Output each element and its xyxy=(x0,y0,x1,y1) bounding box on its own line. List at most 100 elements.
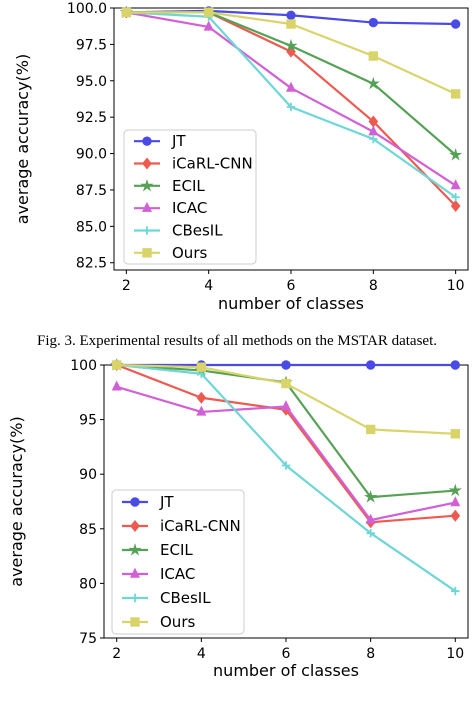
legend-marker xyxy=(141,201,153,212)
y-tick-label: 95.0 xyxy=(76,74,107,90)
data-point xyxy=(450,89,461,99)
legend-label: Ours xyxy=(160,613,195,631)
data-point xyxy=(121,7,132,18)
legend-marker xyxy=(142,226,152,235)
figure-caption: Fig. 3. Experimental results of all meth… xyxy=(37,333,437,349)
y-tick-label: 100 xyxy=(70,358,97,374)
y-tick-label: 95 xyxy=(79,413,97,429)
data-point xyxy=(369,134,378,144)
x-tick-label: 4 xyxy=(204,278,213,294)
data-point xyxy=(203,20,214,31)
series-icac xyxy=(111,380,461,524)
data-point xyxy=(280,400,292,411)
data-point xyxy=(450,19,461,29)
legend-label: JT xyxy=(171,132,186,150)
data-point xyxy=(286,10,296,20)
x-tick-label: 2 xyxy=(122,278,131,294)
data-point xyxy=(368,17,379,28)
x-axis-label: number of classes xyxy=(218,294,364,313)
legend-marker xyxy=(129,567,141,578)
y-tick-label: 92.5 xyxy=(76,110,107,126)
series-line xyxy=(116,363,456,435)
legend-marker xyxy=(130,497,140,507)
data-point xyxy=(450,429,461,439)
chart-2: 75 80 85 90 95 100 2 4 6 8 10 number of classes aver… xyxy=(7,358,469,680)
data-point xyxy=(450,360,461,370)
data-point xyxy=(111,380,122,391)
x-tick-label: 10 xyxy=(446,646,464,662)
legend-marker xyxy=(130,617,140,627)
legend-label: CBesIL xyxy=(160,589,211,607)
data-point xyxy=(451,586,460,596)
data-point xyxy=(366,76,380,90)
y-tick-label: 85.0 xyxy=(76,219,107,235)
data-point xyxy=(196,405,207,416)
legend-marker xyxy=(130,593,140,603)
legend-label: ECIL xyxy=(160,541,193,559)
data-point xyxy=(196,362,207,372)
y-tick-label: 82.5 xyxy=(76,256,107,272)
data-point xyxy=(450,496,461,507)
y-tick-label: 87.5 xyxy=(76,183,107,199)
legend-marker xyxy=(142,157,152,170)
legend-label: iCaRL-CNN xyxy=(172,155,253,173)
legend-marker xyxy=(130,520,140,532)
data-point xyxy=(203,7,214,18)
legend-marker xyxy=(142,248,152,258)
data-point xyxy=(448,483,462,497)
y-tick-label: 85 xyxy=(79,522,97,538)
data-point xyxy=(450,509,461,522)
data-point xyxy=(365,513,376,524)
y-tick-label: 80 xyxy=(79,576,97,592)
data-point xyxy=(450,179,461,190)
legend-marker xyxy=(140,178,154,192)
data-point xyxy=(285,81,297,92)
x-tick-label: 10 xyxy=(447,278,465,294)
legend: JT iCaRL-CNN ECIL ICAC CBesIL Ours xyxy=(123,129,257,265)
legend-marker xyxy=(142,136,152,146)
y-tick-label: 90 xyxy=(79,467,97,483)
legend-marker xyxy=(128,543,142,556)
legend: JT iCaRL-CNN ECIL ICAC CBesIL Ours xyxy=(111,489,245,635)
legend-label: ECIL xyxy=(172,177,205,195)
data-point xyxy=(449,148,463,161)
series-ours xyxy=(121,7,461,99)
x-tick-label: 4 xyxy=(197,646,206,662)
data-point xyxy=(366,528,375,538)
series-ours xyxy=(111,360,461,439)
x-tick-label: 8 xyxy=(369,278,378,294)
data-point xyxy=(281,360,291,370)
data-point xyxy=(286,19,296,29)
y-tick-label: 75 xyxy=(79,631,97,647)
data-point xyxy=(364,490,378,503)
data-point xyxy=(281,461,291,470)
chart-1: 82.5 85.0 87.5 90.0 92.5 95.0 97.5 100.0 2 4 6 8 10 n… xyxy=(13,1,469,313)
data-point xyxy=(365,424,376,435)
data-point xyxy=(196,391,207,404)
data-point xyxy=(365,360,376,370)
data-point xyxy=(111,360,122,370)
legend-label: ICAC xyxy=(172,199,207,217)
y-tick-label: 90.0 xyxy=(76,147,107,163)
data-point xyxy=(368,51,379,61)
x-tick-label: 6 xyxy=(282,646,291,662)
data-point xyxy=(451,193,460,202)
y-tick-label: 100.0 xyxy=(67,1,107,17)
legend-label: CBesIL xyxy=(172,222,223,240)
data-point xyxy=(286,102,296,112)
data-point xyxy=(281,378,291,389)
legend-label: iCaRL-CNN xyxy=(160,517,241,535)
y-axis-label: average accuracy(%) xyxy=(7,416,26,586)
x-axis-label: number of classes xyxy=(213,661,359,680)
legend-label: JT xyxy=(159,493,174,511)
legend-label: Ours xyxy=(172,244,207,262)
data-point xyxy=(284,38,298,52)
legend-label: ICAC xyxy=(160,565,195,583)
y-tick-label: 97.5 xyxy=(76,37,107,53)
data-point xyxy=(450,199,461,212)
y-axis-label: average accuracy(%) xyxy=(13,54,32,224)
x-tick-label: 2 xyxy=(112,646,121,662)
x-tick-label: 6 xyxy=(287,278,296,294)
x-tick-label: 8 xyxy=(366,646,375,662)
